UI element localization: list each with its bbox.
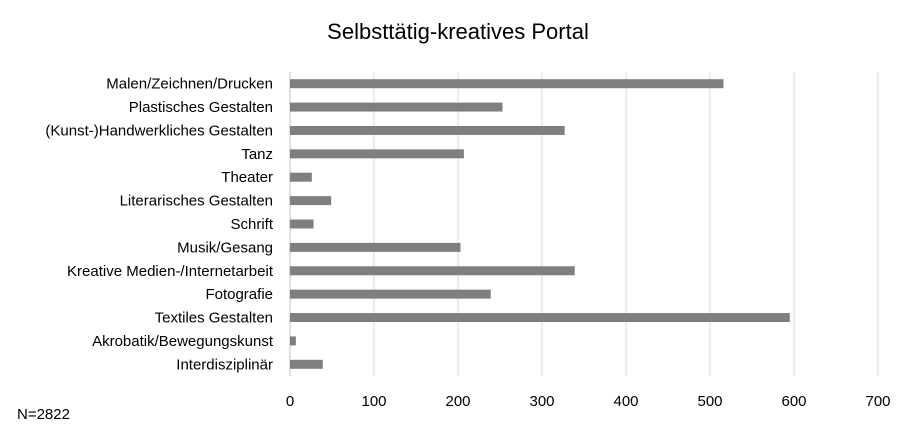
bar	[290, 266, 575, 276]
x-tick-label: 300	[529, 393, 554, 410]
x-tick-label: 400	[613, 393, 638, 410]
bar	[290, 196, 332, 206]
chart-title: Selbsttätig-kreatives Portal	[327, 19, 589, 44]
category-label: Malen/Zeichnen/Drucken	[106, 76, 273, 93]
x-axis-tick-labels: 0 100 200 300 400 500 600 700	[286, 393, 891, 410]
category-label: Kreative Medien-/Internetarbeit	[67, 263, 274, 280]
category-label: Tanz	[241, 146, 273, 163]
sample-size-note: N=2822	[17, 406, 70, 423]
category-label: Textiles Gestalten	[155, 310, 273, 327]
bar	[290, 336, 296, 346]
x-tick-label: 600	[781, 393, 806, 410]
category-labels: Malen/Zeichnen/Drucken Plastisches Gestal…	[45, 76, 273, 374]
bar	[290, 125, 565, 135]
x-tick-label: 100	[361, 393, 386, 410]
category-label: Fotografie	[205, 286, 273, 303]
category-label: Literarisches Gestalten	[120, 193, 273, 210]
bar	[290, 219, 314, 229]
bar	[290, 359, 323, 369]
bar	[290, 102, 503, 112]
bar	[290, 242, 461, 252]
gridlines	[289, 72, 879, 376]
category-label: Akrobatik/Bewegungskunst	[92, 333, 274, 350]
bar	[290, 313, 790, 323]
bar	[290, 172, 312, 182]
bar	[290, 79, 724, 89]
category-label: Theater	[221, 169, 273, 186]
x-tick-label: 0	[286, 393, 294, 410]
bar	[290, 289, 491, 299]
category-label: Interdisziplinär	[176, 356, 273, 373]
bar	[290, 149, 464, 159]
category-label: Musik/Gesang	[177, 239, 273, 256]
category-label: Schrift	[230, 216, 273, 233]
x-tick-label: 500	[697, 393, 722, 410]
bars	[290, 79, 790, 369]
x-tick-label: 700	[865, 393, 890, 410]
category-label: (Kunst-)Handwerkliches Gestalten	[45, 122, 273, 139]
x-tick-label: 200	[445, 393, 470, 410]
category-label: Plastisches Gestalten	[129, 99, 273, 116]
